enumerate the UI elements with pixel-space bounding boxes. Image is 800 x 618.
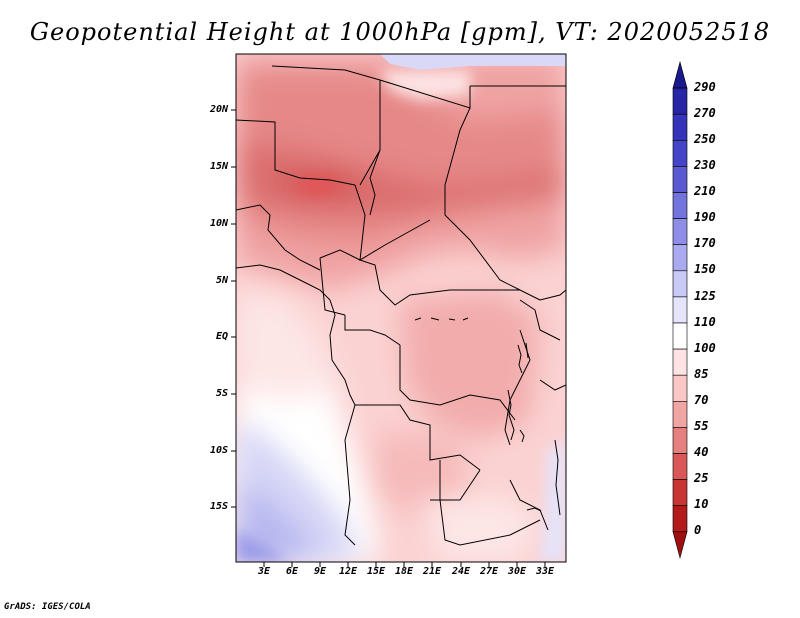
colorbar-segment <box>672 531 688 560</box>
lon-label-18e: 18E <box>394 566 414 577</box>
map-frame <box>235 53 567 563</box>
colorbar-segment <box>672 322 688 350</box>
lat-label-eq: EQ <box>215 331 228 342</box>
colorbar-segment <box>672 140 688 167</box>
colorbar-segment <box>672 348 688 376</box>
colorbar-segment <box>672 192 688 219</box>
lon-label-12e: 12E <box>338 566 358 577</box>
lat-label-15n: 15N <box>209 161 228 172</box>
colorbar-label-100: 100 <box>694 341 716 355</box>
colorbar-label-0: 0 <box>694 523 702 537</box>
lat-label-15s: 15S <box>209 501 228 512</box>
colorbar-segment <box>672 218 688 246</box>
geopotential-field <box>236 54 566 562</box>
lat-label-20n: 20N <box>209 104 228 115</box>
colorbar-label-170: 170 <box>694 236 716 250</box>
colorbar-segment <box>672 113 688 141</box>
colorbar-segment <box>672 400 688 428</box>
grads-credit: GrADS: IGES/COLA <box>4 602 91 612</box>
lon-label-24e: 24E <box>451 566 471 577</box>
colorbar <box>672 60 688 560</box>
colorbar-label-110: 110 <box>694 315 716 329</box>
colorbar-segment <box>672 244 688 272</box>
colorbar-label-150: 150 <box>694 262 716 276</box>
lat-label-10s: 10S <box>209 445 228 456</box>
colorbar-segment <box>672 479 688 507</box>
lon-label-3e: 3E <box>257 566 271 577</box>
lon-label-21e: 21E <box>422 566 442 577</box>
lat-label-5s: 5S <box>215 388 228 399</box>
chart-title: Geopotential Height at 1000hPa [gpm], VT… <box>29 18 771 46</box>
lon-label-9e: 9E <box>313 566 327 577</box>
colorbar-label-125: 125 <box>694 289 716 303</box>
colorbar-segment <box>672 505 688 533</box>
colorbar-segment <box>672 296 688 324</box>
colorbar-label-70: 70 <box>694 393 709 407</box>
lon-label-27e: 27E <box>479 566 499 577</box>
lon-label-33e: 33E <box>535 566 555 577</box>
colorbar-segment <box>672 87 688 115</box>
colorbar-label-250: 250 <box>694 132 716 146</box>
colorbar-label-210: 210 <box>694 184 716 198</box>
lat-label-5n: 5N <box>215 275 228 286</box>
axis-ticks <box>231 109 546 567</box>
lat-label-10n: 10N <box>209 218 228 229</box>
lon-label-30e: 30E <box>507 566 527 577</box>
colorbar-label-40: 40 <box>694 445 709 459</box>
colorbar-segment <box>672 374 688 402</box>
colorbar-label-290: 290 <box>694 80 716 94</box>
colorbar-segment <box>672 60 688 89</box>
country-borders <box>236 65 566 546</box>
colorbar-label-190: 190 <box>694 210 716 224</box>
colorbar-segment <box>672 166 688 193</box>
lon-label-6e: 6E <box>285 566 299 577</box>
colorbar-segment <box>672 270 688 298</box>
colorbar-label-10: 10 <box>694 497 709 511</box>
colorbar-segment <box>672 427 688 454</box>
lon-label-15e: 15E <box>366 566 386 577</box>
colorbar-label-85: 85 <box>694 367 709 381</box>
colorbar-label-55: 55 <box>694 419 709 433</box>
colorbar-label-270: 270 <box>694 106 716 120</box>
colorbar-label-230: 230 <box>694 158 716 172</box>
colorbar-label-25: 25 <box>694 471 709 485</box>
colorbar-segment <box>672 453 688 480</box>
